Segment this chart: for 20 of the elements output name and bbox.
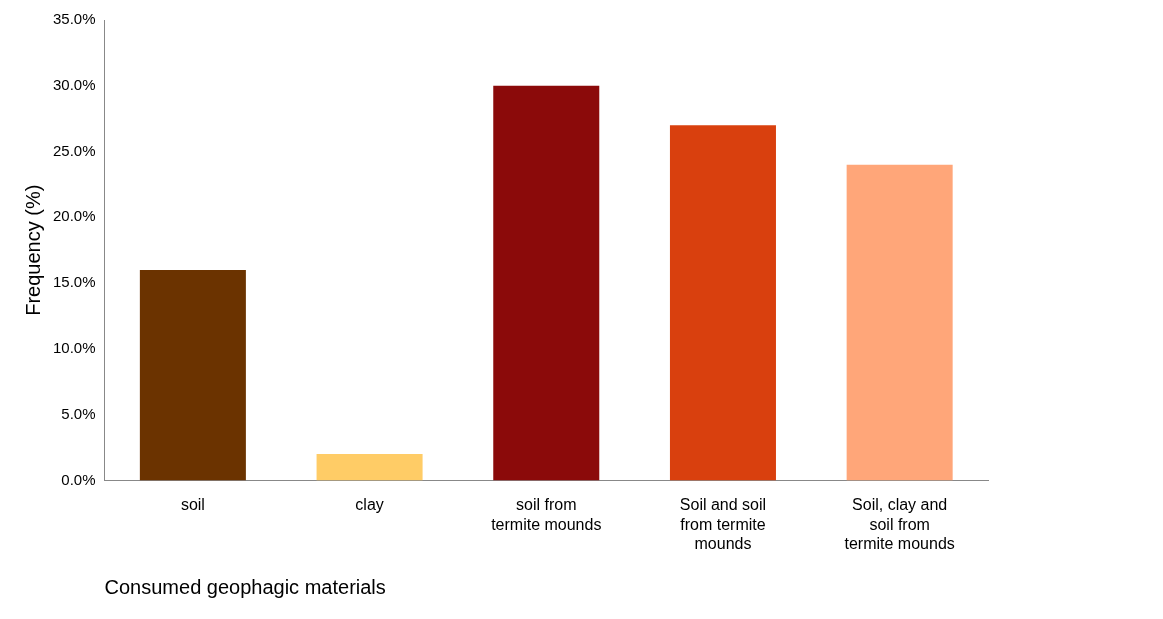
y-tick-label: 25.0%: [52, 141, 96, 159]
x-tick-label: clay: [355, 496, 384, 514]
y-tick-label: 20.0%: [52, 207, 96, 225]
y-axis-title: Frequency (%): [21, 184, 44, 316]
bar: [139, 269, 246, 481]
y-tick-label: 0.0%: [61, 470, 96, 488]
bar: [846, 164, 953, 481]
bar: [669, 125, 776, 481]
x-tick-label: soil: [180, 496, 205, 514]
y-tick-label: 15.0%: [52, 273, 96, 291]
y-tick-label: 30.0%: [52, 75, 96, 93]
bar: [316, 454, 423, 481]
bar: [493, 85, 600, 481]
x-tick-label: Soil, clay and soil from termite mounds: [844, 496, 955, 552]
x-axis-title: Consumed geophagic materials: [104, 575, 386, 598]
y-tick-label: 35.0%: [52, 10, 96, 28]
y-tick-label: 10.0%: [52, 339, 96, 356]
y-tick-label: 5.0%: [61, 404, 96, 422]
x-tick-label: soil from termite mounds: [491, 496, 602, 533]
x-tick-label: Soil and soil from termite mounds: [679, 496, 767, 552]
